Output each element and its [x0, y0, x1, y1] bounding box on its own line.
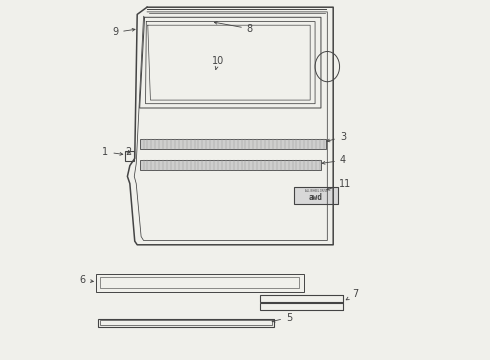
Bar [125, 151, 134, 161]
Text: 9: 9 [112, 27, 135, 37]
Text: 3: 3 [327, 132, 346, 142]
Text: 2: 2 [125, 147, 131, 157]
Bar [260, 295, 343, 302]
Text: awd: awd [309, 193, 323, 202]
Text: 8: 8 [214, 21, 253, 34]
Text: 7: 7 [346, 289, 358, 300]
Bar [96, 274, 304, 292]
Text: ALL WHEEL DRIVE: ALL WHEEL DRIVE [305, 189, 327, 193]
Bar [100, 277, 299, 288]
Text: 4: 4 [322, 155, 346, 165]
Text: 1: 1 [102, 147, 123, 157]
Bar [294, 187, 338, 204]
Bar [260, 303, 343, 310]
Text: 10: 10 [212, 56, 224, 69]
Bar [140, 139, 326, 149]
Text: 11: 11 [327, 179, 352, 190]
Bar [98, 319, 274, 327]
Bar [100, 320, 272, 325]
Text: 5: 5 [272, 312, 292, 323]
Bar [140, 160, 321, 170]
Text: 6: 6 [79, 275, 93, 285]
